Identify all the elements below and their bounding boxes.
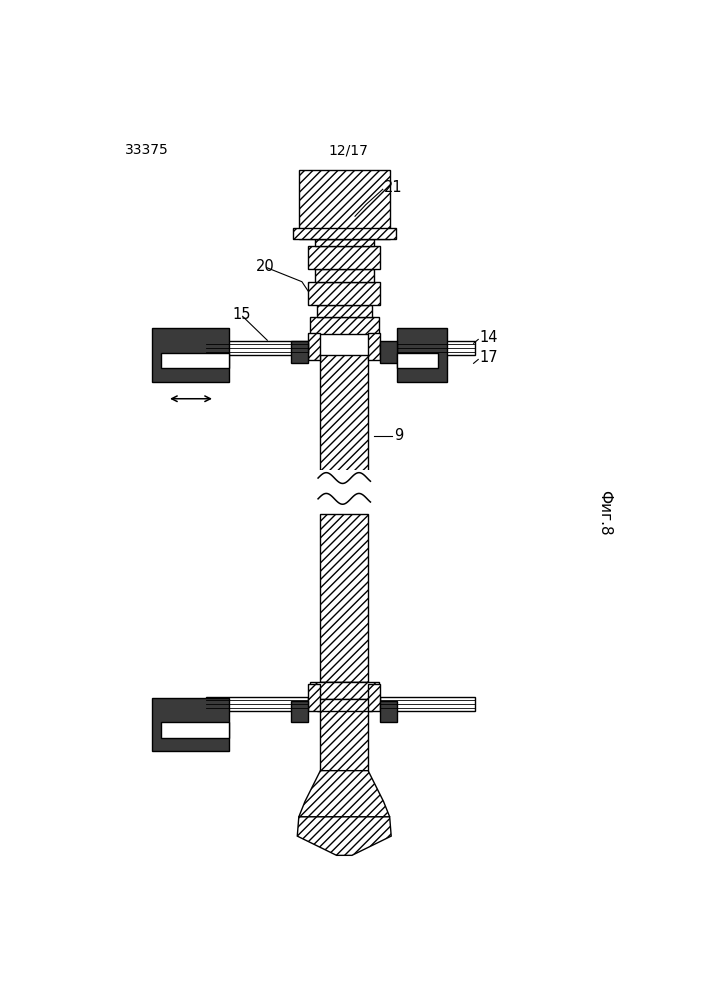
Text: 15: 15 bbox=[233, 307, 251, 322]
Bar bbox=[152, 328, 229, 382]
Bar bbox=[308, 246, 380, 269]
Bar bbox=[317, 699, 372, 711]
Bar bbox=[310, 317, 379, 334]
Bar bbox=[308, 282, 380, 305]
Bar bbox=[317, 470, 372, 513]
Text: 20: 20 bbox=[256, 259, 274, 274]
Bar bbox=[397, 353, 438, 368]
Text: 17: 17 bbox=[479, 350, 498, 365]
Bar bbox=[380, 701, 397, 722]
Bar bbox=[291, 701, 308, 722]
Bar bbox=[315, 239, 373, 246]
Polygon shape bbox=[299, 771, 390, 817]
Bar bbox=[315, 269, 373, 282]
Text: 9: 9 bbox=[395, 428, 404, 443]
Text: 12/17: 12/17 bbox=[328, 143, 368, 157]
Bar bbox=[161, 722, 229, 738]
Bar bbox=[206, 341, 308, 355]
Bar bbox=[152, 698, 229, 751]
Bar bbox=[320, 682, 368, 771]
Bar bbox=[308, 684, 320, 711]
Bar bbox=[300, 343, 308, 353]
Text: 21: 21 bbox=[385, 180, 403, 195]
Bar bbox=[310, 682, 379, 699]
Text: 14: 14 bbox=[479, 330, 498, 345]
Bar bbox=[320, 355, 368, 474]
Bar bbox=[206, 697, 308, 711]
Bar bbox=[380, 341, 397, 363]
Bar bbox=[299, 170, 390, 239]
Bar bbox=[397, 341, 475, 355]
Bar bbox=[380, 697, 475, 711]
Bar bbox=[368, 333, 380, 360]
Bar bbox=[397, 328, 448, 382]
Text: 33375: 33375 bbox=[125, 143, 168, 157]
Bar bbox=[320, 514, 368, 682]
Polygon shape bbox=[297, 817, 391, 855]
Bar bbox=[317, 305, 372, 317]
Bar bbox=[293, 228, 396, 239]
Text: Фиг.8: Фиг.8 bbox=[597, 490, 612, 536]
Bar bbox=[308, 333, 320, 360]
Bar bbox=[161, 353, 229, 368]
Bar bbox=[368, 684, 380, 711]
Bar bbox=[380, 343, 388, 353]
Bar bbox=[291, 341, 308, 363]
